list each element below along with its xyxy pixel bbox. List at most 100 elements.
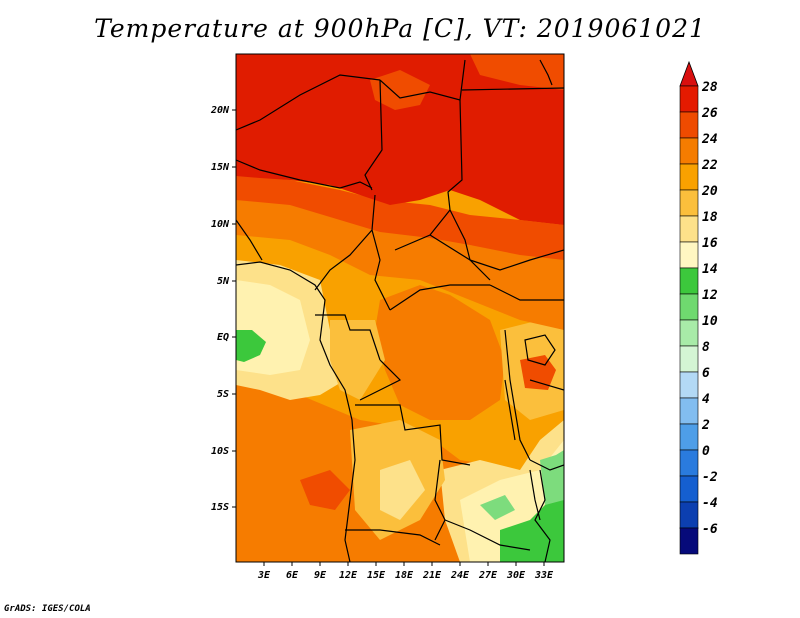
map-frame bbox=[235, 53, 565, 563]
border-cameroon-car bbox=[371, 229, 391, 311]
lon-axis: 3E 6E 9E 12E 15E 18E 21E 24E 27E 30E 33E bbox=[257, 562, 554, 581]
lon-tick-12e: 12E bbox=[339, 570, 358, 581]
field-east-warm bbox=[520, 355, 556, 390]
border-zambia-zimbabwe bbox=[444, 519, 531, 551]
border-angola-namibia bbox=[345, 529, 441, 546]
lat-tick-20n: 20N bbox=[210, 105, 230, 116]
field-southwest-hot bbox=[300, 470, 350, 510]
colorbar-segment bbox=[679, 449, 699, 477]
colorbar-segment bbox=[679, 371, 699, 399]
colorbar-segment bbox=[679, 267, 699, 295]
colorbar-segment bbox=[679, 501, 699, 529]
grads-credit: GrADS: IGES/COLA bbox=[4, 604, 91, 614]
map-title: Temperature at 900hPa [C], VT: 201906102… bbox=[94, 14, 706, 43]
colorbar-label: 16 bbox=[702, 236, 718, 251]
colorbar-segment bbox=[679, 345, 699, 373]
lon-tick-33e: 33E bbox=[534, 570, 554, 581]
lat-tick-eq: EQ bbox=[217, 332, 229, 343]
border-nigeria-niger bbox=[236, 159, 373, 189]
lon-tick-9e: 9E bbox=[314, 570, 327, 581]
border-congo-drc bbox=[359, 359, 402, 401]
border-angola-zambia bbox=[434, 459, 446, 541]
country-borders bbox=[236, 59, 564, 562]
colorbar-label: 0 bbox=[702, 444, 710, 459]
colorbar-label: 18 bbox=[702, 210, 718, 225]
border-car-drc bbox=[389, 284, 490, 311]
colorbar-label: -4 bbox=[702, 496, 718, 511]
colorbar-segment bbox=[679, 163, 699, 191]
border-chad-sudan bbox=[447, 99, 471, 261]
colorbar-label: 20 bbox=[701, 184, 718, 199]
lat-axis: 20N 15N 10N 5N EQ 5S 10S 15S bbox=[210, 105, 236, 513]
border-nigeria-cameroon bbox=[314, 194, 376, 291]
field-north-warm-patch-2 bbox=[470, 54, 564, 90]
coastline-west bbox=[236, 261, 356, 562]
lon-tick-24e: 24E bbox=[450, 570, 470, 581]
colorbar-segment bbox=[679, 527, 699, 555]
border-algeria-niger bbox=[236, 74, 381, 131]
lon-tick-21e: 21E bbox=[422, 570, 442, 581]
colorbar-label: 22 bbox=[701, 158, 718, 173]
border-southsudan bbox=[469, 249, 564, 271]
lon-tick-30e: 30E bbox=[506, 570, 526, 581]
lake-tanganyika bbox=[504, 379, 516, 441]
colorbar-segment bbox=[679, 293, 699, 321]
colorbar-label: 12 bbox=[702, 288, 718, 303]
border-mozambique bbox=[534, 469, 551, 562]
colorbar-segment bbox=[679, 137, 699, 165]
border-niger-chad bbox=[364, 79, 383, 191]
lake-victoria bbox=[524, 334, 556, 366]
lat-tick-15s: 15S bbox=[211, 502, 229, 513]
colorbar-segment bbox=[679, 241, 699, 269]
field-green-patch bbox=[480, 495, 515, 520]
colorbar-label: 14 bbox=[702, 262, 718, 277]
field-green-southeast bbox=[500, 470, 564, 562]
colorbar-label: 24 bbox=[701, 132, 718, 147]
colorbar-label: 6 bbox=[702, 366, 710, 381]
colorbar-segment bbox=[679, 85, 699, 113]
field-westcentral-light bbox=[330, 320, 385, 400]
colorbar-label: 2 bbox=[701, 418, 710, 433]
colorbar-label: 8 bbox=[702, 340, 710, 355]
lat-tick-5s: 5S bbox=[217, 389, 229, 400]
lon-tick-27e: 27E bbox=[478, 570, 498, 581]
colorbar-label: -6 bbox=[702, 522, 718, 537]
lon-tick-6e: 6E bbox=[286, 570, 299, 581]
colorbar-label: 10 bbox=[702, 314, 718, 329]
temperature-field bbox=[236, 54, 564, 562]
lon-tick-18e: 18E bbox=[395, 570, 414, 581]
field-north-warm-patch bbox=[370, 70, 430, 110]
lon-tick-3e: 3E bbox=[257, 570, 271, 581]
coastline-gulf-guinea bbox=[236, 219, 263, 261]
lat-tick-10s: 10S bbox=[211, 446, 229, 457]
colorbar-label: 28 bbox=[701, 80, 718, 95]
field-green-southeast-2 bbox=[540, 450, 564, 505]
colorbar-segment bbox=[679, 189, 699, 217]
colorbar-label: 26 bbox=[701, 106, 718, 121]
field-sahel-warm bbox=[236, 175, 564, 260]
border-southsudan-uganda bbox=[489, 284, 564, 301]
colorbar-segment bbox=[679, 111, 699, 139]
border-drc-east bbox=[504, 329, 531, 461]
border-egypt-sudan bbox=[461, 87, 564, 91]
border-gabon-congo bbox=[315, 314, 381, 361]
field-congo-orange bbox=[375, 285, 505, 420]
lon-tick-15e: 15E bbox=[367, 570, 386, 581]
colorbar-top-arrow bbox=[679, 60, 699, 87]
colorbar-segment bbox=[679, 215, 699, 243]
colorbar-segment bbox=[679, 397, 699, 425]
border-drc-angola bbox=[355, 404, 471, 466]
lat-tick-10n: 10N bbox=[211, 219, 230, 230]
field-north-hot bbox=[236, 54, 564, 225]
border-tanzania bbox=[529, 379, 564, 471]
border-niger-libya bbox=[379, 59, 466, 101]
colorbar-segment bbox=[679, 475, 699, 503]
lat-tick-5n: 5N bbox=[217, 276, 230, 287]
field-sahel-orange bbox=[236, 195, 564, 330]
colorbar-segment bbox=[679, 423, 699, 451]
colorbar-segment bbox=[679, 319, 699, 347]
colorbar-label: 4 bbox=[702, 392, 710, 407]
colorbar-label: -2 bbox=[702, 470, 718, 485]
